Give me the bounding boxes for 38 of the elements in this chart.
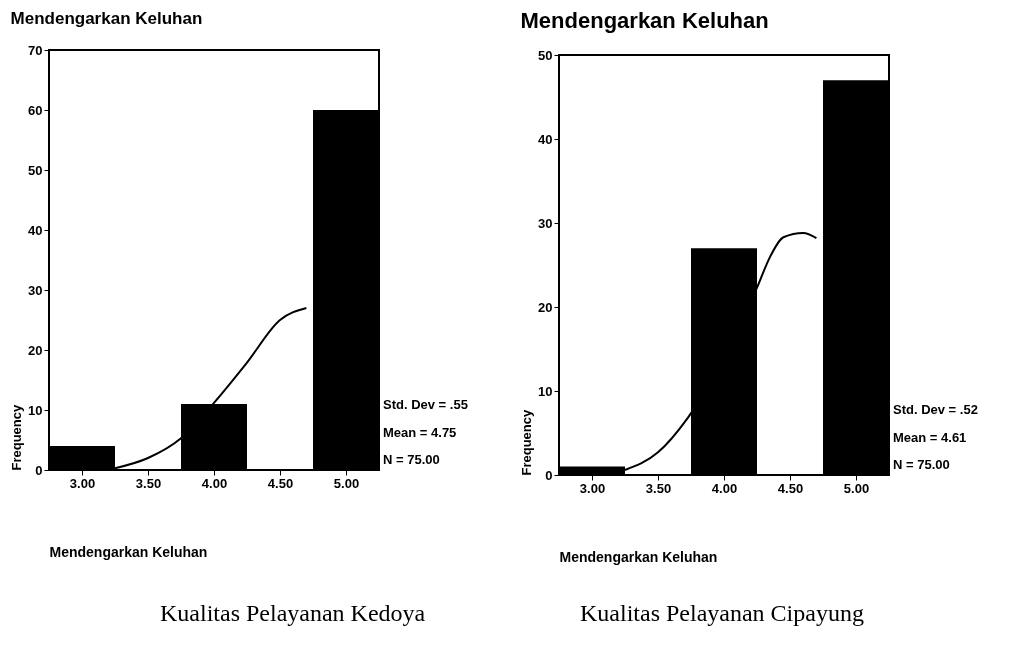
x-tick-label: 4.00 [711, 480, 738, 496]
y-tick-label: 40 [538, 131, 553, 147]
text: Std. Dev = .55 [383, 397, 468, 412]
text: N = 75.00 [893, 457, 950, 472]
chart-title: Mendengarkan Keluhan [520, 8, 769, 33]
y-axis-title: Frequency [9, 403, 25, 471]
chart-title: Mendengarkan Keluhan [10, 9, 203, 28]
x-tick-label: 3.50 [135, 475, 162, 491]
x-tick-label: 3.00 [69, 475, 96, 491]
y-tick-label: 70 [28, 42, 43, 58]
y-axis-title: Frequency [519, 408, 535, 476]
x-axis-title: Mendengarkan Keluhan [559, 548, 718, 565]
y-tick-label: 0 [545, 467, 553, 483]
y-tick-label: 30 [28, 282, 43, 298]
y-tick-label: 40 [28, 222, 43, 238]
x-tick-label: 5.00 [843, 480, 870, 496]
x-tick-label: 5.00 [333, 475, 360, 491]
x-tick-label: 4.50 [777, 480, 804, 496]
x-tick-label: 4.50 [267, 475, 294, 491]
text: Std. Dev = .52 [893, 402, 978, 417]
y-tick-label: 30 [538, 215, 553, 231]
text: N = 75.00 [383, 452, 440, 467]
y-tick-label: 20 [28, 342, 43, 358]
text: Kualitas Pelayanan Cipayung [580, 600, 864, 627]
y-tick-label: 60 [28, 102, 43, 118]
x-tick-label: 3.50 [645, 480, 672, 496]
x-axis-title: Mendengarkan Keluhan [49, 543, 208, 560]
text: Mean = 4.75 [383, 424, 457, 440]
y-tick-label: 0 [35, 462, 43, 478]
x-tick-label: 4.00 [201, 475, 228, 491]
text: Mean = 4.61 [893, 429, 967, 445]
y-tick-label: 20 [538, 299, 553, 315]
text: Kualitas Pelayanan Kedoya [160, 600, 426, 627]
y-tick-label: 10 [28, 402, 43, 418]
y-tick-label: 10 [538, 383, 553, 399]
y-tick-label: 50 [28, 162, 43, 178]
y-tick-label: 50 [538, 47, 553, 63]
x-tick-label: 3.00 [579, 480, 606, 496]
